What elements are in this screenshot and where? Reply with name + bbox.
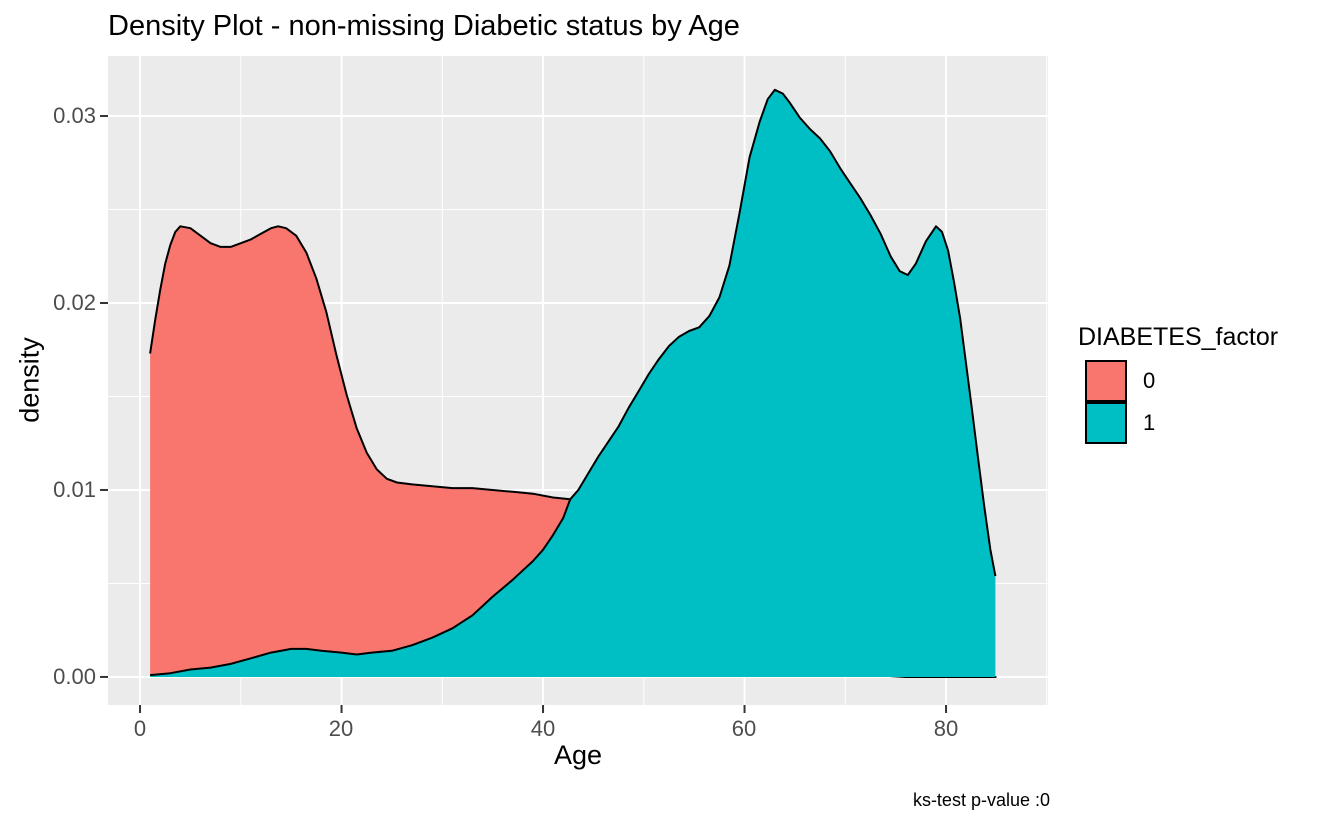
ks-test-caption: ks-test p-value :0	[912, 790, 1050, 810]
x-tick-label-60: 60	[731, 716, 757, 741]
legend-label-factor-1: 1	[1143, 410, 1156, 435]
y-axis-title: density	[14, 337, 45, 423]
legend-swatch-factor-1	[1085, 402, 1127, 444]
legend-swatch-factor-0	[1085, 360, 1127, 402]
x-tick-label-0: 0	[133, 716, 147, 741]
x-axis-title: Age	[553, 740, 603, 770]
legend-title: DIABETES_factor	[1078, 323, 1279, 351]
x-tick-label-20: 20	[328, 716, 354, 741]
chart-title: Density Plot - non-missing Diabetic stat…	[108, 10, 740, 42]
y-tick-label-0.00: 0.00	[53, 664, 96, 689]
y-tick-label-0.01: 0.01	[53, 477, 96, 502]
x-tick-label-80: 80	[933, 716, 959, 741]
legend-label-factor-0: 0	[1143, 368, 1156, 393]
y-tick-label-0.02: 0.02	[53, 290, 96, 315]
x-tick-label-40: 40	[530, 716, 556, 741]
y-tick-label-0.03: 0.03	[53, 103, 96, 128]
